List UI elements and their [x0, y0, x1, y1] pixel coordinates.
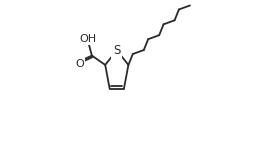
Text: O: O	[76, 59, 84, 69]
Text: S: S	[113, 44, 120, 57]
Text: OH: OH	[79, 34, 96, 44]
